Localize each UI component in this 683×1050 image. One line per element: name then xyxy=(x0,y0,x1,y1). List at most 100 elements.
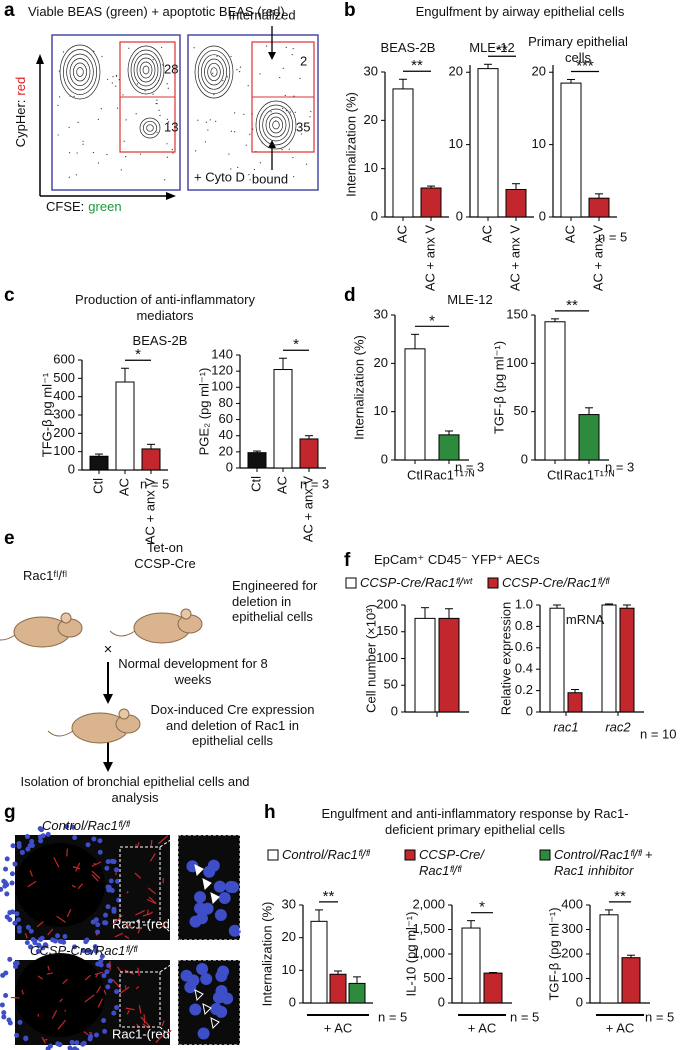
y-tick-label: 100 xyxy=(561,970,583,985)
stain-fiber xyxy=(134,872,142,879)
event-dot xyxy=(292,48,294,50)
y-tick-label: 60 xyxy=(219,411,233,426)
event-dot xyxy=(162,64,164,66)
event-dot xyxy=(264,178,266,180)
stain-fiber xyxy=(91,874,99,882)
nucleus xyxy=(14,911,20,917)
event-dot xyxy=(135,113,137,115)
panel-title: Viable BEAS (green) + apoptotic BEAS (re… xyxy=(28,4,285,19)
x-tick-label: AC xyxy=(562,225,577,243)
nucleus xyxy=(92,944,98,950)
x-tick-label: Rac1ᵀ¹⁷ᴺ xyxy=(424,467,475,482)
mouse-tail xyxy=(109,630,136,637)
significance-label: ** xyxy=(411,57,423,74)
chart-subtitle: BEAS-2B xyxy=(380,40,436,55)
nucleus xyxy=(14,960,20,966)
nucleus xyxy=(69,1039,75,1045)
x-tick-label: AC + anx V xyxy=(300,476,315,542)
stain-label: Rac1-(red) xyxy=(112,1026,174,1041)
nucleus xyxy=(93,917,99,923)
x-axis-label: CFSE: green xyxy=(46,199,122,214)
nucleus xyxy=(101,1017,107,1023)
y-tick-label: 200 xyxy=(561,945,583,960)
nucleus xyxy=(213,880,226,893)
nucleus xyxy=(4,914,10,920)
y-tick-label: 20 xyxy=(374,355,388,370)
event-dot xyxy=(209,119,211,121)
event-dot xyxy=(292,156,294,159)
x-tick-label: AC + anx V xyxy=(590,225,605,291)
pointer xyxy=(210,1017,220,1030)
nucleus xyxy=(80,1041,86,1047)
event-dot xyxy=(230,130,232,132)
nucleus xyxy=(212,991,225,1004)
nucleus xyxy=(57,1042,63,1048)
y-tick-label: 400 xyxy=(53,388,75,403)
nucleus xyxy=(1,1010,7,1016)
event-dot xyxy=(123,140,125,142)
stain-fiber xyxy=(125,923,132,929)
nucleus xyxy=(37,834,43,840)
pointer xyxy=(210,892,220,905)
nucleus xyxy=(102,1028,108,1034)
y-tick-label: 10 xyxy=(364,160,378,175)
event-dot xyxy=(253,168,255,171)
y-tick-label: 30 xyxy=(282,896,296,911)
event-dot xyxy=(144,90,146,92)
stain-fiber xyxy=(57,1019,67,1030)
stain-fiber xyxy=(21,989,24,995)
nucleus xyxy=(67,1045,73,1050)
bar xyxy=(567,692,583,713)
nucleus xyxy=(85,842,91,848)
y-tick-label: 0 xyxy=(521,451,528,466)
panel-label: b xyxy=(344,0,356,21)
stain-fiber xyxy=(95,973,99,978)
stain-fiber xyxy=(135,909,145,916)
contour xyxy=(130,49,162,91)
contour xyxy=(258,104,294,146)
stain-fiber xyxy=(59,998,63,1003)
y-axis-label: Internalization (%) xyxy=(343,92,358,197)
y-tick-label: 20 xyxy=(532,64,546,79)
nucleus xyxy=(9,871,15,877)
y-tick-label: 150 xyxy=(376,623,398,638)
event-dot xyxy=(212,72,214,74)
step: Isolation of bronchial epithelial cells … xyxy=(20,774,250,805)
event-dot xyxy=(158,109,160,111)
panel-label: d xyxy=(344,285,356,306)
event-dot xyxy=(58,70,60,72)
mouse-ear xyxy=(118,708,130,720)
stain-fiber xyxy=(37,975,43,980)
chart-subtitle: mRNA xyxy=(565,612,605,627)
x-tick-label: rac1 xyxy=(553,719,578,734)
event-dot xyxy=(69,95,71,97)
stain-fiber xyxy=(84,974,92,981)
y-tick-label: 150 xyxy=(506,306,528,321)
event-dot xyxy=(171,148,173,151)
y-axis-label: PGE₂ (pg ml⁻¹) xyxy=(196,368,211,456)
nucleus xyxy=(115,878,121,884)
nucleus xyxy=(43,942,49,948)
arrow-head xyxy=(166,192,176,200)
event-dot xyxy=(156,103,158,105)
event-dot xyxy=(125,156,127,158)
contour xyxy=(200,54,228,90)
event-dot xyxy=(274,120,277,122)
zoom-line xyxy=(159,959,179,973)
stain-fiber xyxy=(155,1033,165,1043)
x-tick-label: rac2 xyxy=(605,719,631,734)
stain-fiber xyxy=(91,861,102,867)
nucleus xyxy=(95,961,101,967)
y-tick-label: 120 xyxy=(211,363,233,378)
y-tick-label: 1,500 xyxy=(412,921,445,936)
bar xyxy=(483,972,503,1004)
contour xyxy=(207,62,221,82)
panel-subtitle: BEAS-2B xyxy=(132,333,188,348)
nucleus xyxy=(29,842,35,848)
event-dot xyxy=(230,168,232,170)
n-label: n = 5 xyxy=(510,1009,539,1024)
event-dot xyxy=(168,121,170,123)
panel-title: Production of anti-inflammatory mediator… xyxy=(75,292,255,323)
event-dot xyxy=(100,108,102,110)
legend-label: Control/Rac1ᶠˡ/ᶠˡ + Rac1 inhibitor xyxy=(554,847,653,878)
